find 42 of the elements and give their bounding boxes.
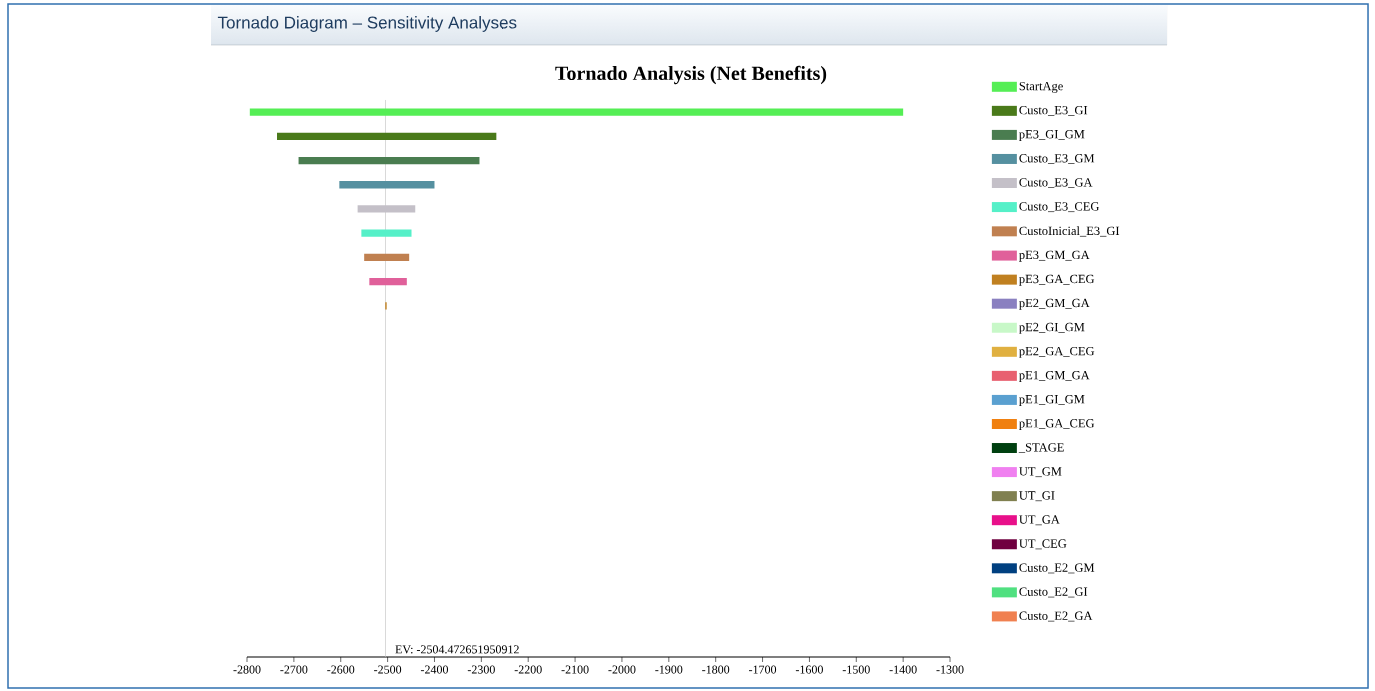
x-tick-label: -2600 [327,665,355,674]
legend-label: pE2_GA_CEG [1019,346,1095,358]
x-tick-label: -1900 [655,665,683,674]
legend-label: Custo_E3_GI [1019,105,1088,116]
legend-label: Custo_E3_CEG [1019,202,1100,213]
legend-label: UT_GM [1019,467,1062,478]
legend-label: pE2_GM_GA [1019,298,1090,310]
legend-label: Custo_E3_GM [1019,154,1095,164]
ref-line-label: EV: -2504.472651950912 [395,645,519,654]
x-tick-label: -1500 [842,665,870,674]
x-tick-label: -2500 [374,665,402,674]
x-tick-label: -1700 [749,665,777,674]
legend-label: UT_GA [1019,515,1060,526]
legend-label: pE3_GA_CEG [1019,274,1095,286]
legend-label: StartAge [1019,81,1063,93]
x-tick-label: -1800 [702,665,730,674]
x-tick-label: -2200 [514,665,542,674]
legend-label: Custo_E2_GA [1019,611,1093,622]
legend-label: UT_GI [1019,491,1055,502]
legend-label: Custo_E3_GA [1019,178,1093,189]
x-tick-label: -2300 [467,665,495,674]
x-tick-label: -2700 [280,665,308,674]
x-tick-label: -1300 [936,665,964,674]
x-tick-label: -2000 [608,665,636,674]
legend-label: _STAGE [1018,443,1064,454]
x-tick-label: -2400 [420,665,449,674]
legend-label: pE1_GI_GM [1019,395,1085,406]
legend-label: pE1_GM_GA [1019,370,1090,382]
x-tick-label: -2100 [561,665,589,674]
chart-title: Tornado Analysis (Net Benefits) [555,65,827,85]
x-tick-label: -1600 [795,665,823,674]
legend-label: UT_CEG [1019,539,1067,550]
legend-label: pE1_GA_CEG [1019,419,1095,431]
legend-label: Custo_E2_GM [1019,563,1095,574]
legend-label: Custo_E2_GI [1019,587,1088,598]
text: Tornado Diagram – Sensitivity Analyses [217,16,517,32]
legend-label: pE3_GM_GA [1019,250,1090,262]
legend-label: pE2_GI_GM [1019,322,1085,334]
legend-label: pE3_GI_GM [1019,130,1085,141]
x-tick-label: -2800 [233,665,261,674]
x-tick-label: -1400 [889,665,917,674]
legend-label: CustoInicial_E3_GI [1019,226,1120,237]
